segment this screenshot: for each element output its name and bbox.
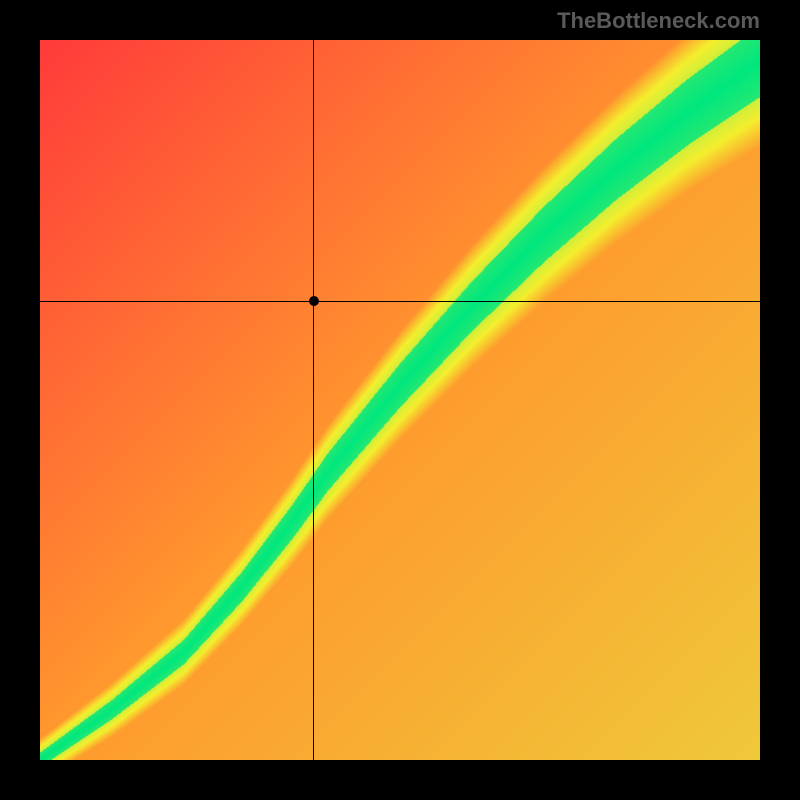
crosshair-vertical xyxy=(313,40,314,760)
crosshair-horizontal xyxy=(40,301,760,302)
heatmap-plot xyxy=(40,40,760,760)
watermark-text: TheBottleneck.com xyxy=(557,8,760,34)
heatmap-canvas xyxy=(40,40,760,760)
chart-container: TheBottleneck.com xyxy=(0,0,800,800)
crosshair-marker xyxy=(309,296,319,306)
